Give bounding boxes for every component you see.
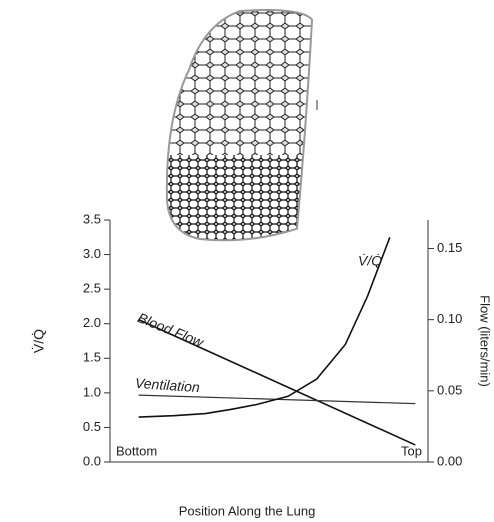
y-tick-label: 3.0 <box>83 246 101 261</box>
x-axis-label: Position Along the Lung <box>179 503 316 518</box>
lung-illustration <box>165 9 318 242</box>
annotation: Bottom <box>116 443 157 458</box>
y2-tick-label: 0.10 <box>437 311 462 326</box>
y2-tick-label: 0.15 <box>437 240 462 255</box>
y-axis-label: V̇/Q̇ <box>31 329 47 353</box>
y-tick-label: 3.5 <box>83 211 101 226</box>
series-label: Ventilation <box>135 375 201 396</box>
y-tick-label: 0.0 <box>83 453 101 468</box>
y-tick-label: 0.5 <box>83 419 101 434</box>
y2-axis-label: Flow (liters/min) <box>478 295 493 387</box>
axes <box>109 220 429 463</box>
y-tick-label: 2.0 <box>83 315 101 330</box>
y-tick-label: 1.0 <box>83 384 101 399</box>
y2-tick-label: 0.05 <box>437 382 462 397</box>
series-line <box>138 237 391 418</box>
annotation: Top <box>401 443 422 458</box>
y-tick-label: 1.5 <box>83 350 101 365</box>
series-label: V̇/Q̇ <box>358 253 382 269</box>
series-label: Blood Flow <box>135 309 206 350</box>
y2-tick-label: 0.00 <box>437 453 462 468</box>
series-line <box>138 318 416 446</box>
y-tick-label: 2.5 <box>83 281 101 296</box>
